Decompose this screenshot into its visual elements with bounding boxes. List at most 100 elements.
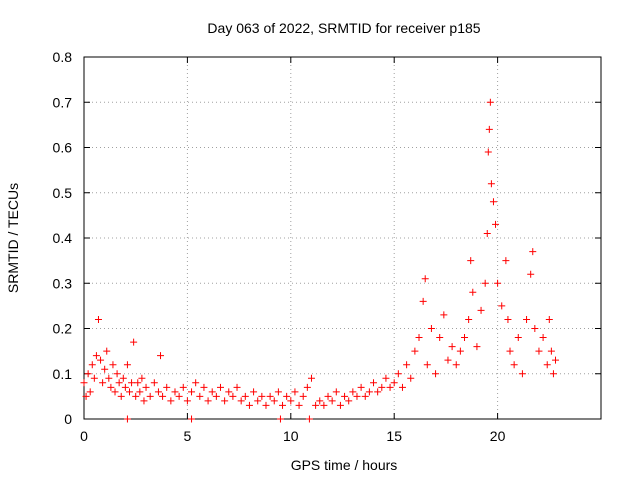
data-point bbox=[237, 397, 245, 405]
data-point bbox=[423, 361, 431, 369]
data-point bbox=[448, 343, 456, 351]
data-point bbox=[295, 401, 303, 409]
data-point bbox=[489, 198, 497, 206]
data-point bbox=[411, 347, 419, 355]
data-point bbox=[349, 388, 357, 396]
data-point bbox=[552, 356, 560, 364]
chart-title: Day 063 of 2022, SRMTID for receiver p18… bbox=[207, 20, 480, 36]
data-point bbox=[258, 392, 266, 400]
data-point bbox=[510, 361, 518, 369]
data-point bbox=[469, 288, 477, 296]
data-point bbox=[303, 383, 311, 391]
data-point bbox=[254, 397, 262, 405]
data-point bbox=[529, 248, 537, 256]
y-tick-label: 0.4 bbox=[53, 230, 73, 246]
axis-ticks: 0 0.1 0.2 0.3 0.4 0.5 0.6 0.7 0.8 0 5 10 15 20 bbox=[53, 49, 601, 444]
data-point bbox=[94, 315, 102, 323]
data-point bbox=[241, 392, 249, 400]
data-point bbox=[332, 388, 340, 396]
data-point bbox=[283, 392, 291, 400]
data-point bbox=[146, 392, 154, 400]
data-point bbox=[504, 315, 512, 323]
data-point bbox=[125, 388, 133, 396]
data-point bbox=[492, 220, 500, 228]
data-point bbox=[208, 388, 216, 396]
x-tick-label: 0 bbox=[80, 428, 88, 444]
data-point bbox=[324, 392, 332, 400]
data-points bbox=[80, 98, 560, 423]
data-point bbox=[467, 257, 475, 265]
data-point bbox=[485, 125, 493, 133]
data-point bbox=[103, 347, 111, 355]
data-point bbox=[378, 383, 386, 391]
data-point bbox=[86, 388, 94, 396]
data-point bbox=[305, 415, 313, 423]
data-point bbox=[407, 374, 415, 382]
data-point bbox=[539, 334, 547, 342]
data-point bbox=[142, 383, 150, 391]
data-point bbox=[192, 379, 200, 387]
data-point bbox=[506, 347, 514, 355]
data-point bbox=[105, 374, 113, 382]
data-point bbox=[97, 356, 105, 364]
data-point bbox=[357, 383, 365, 391]
data-point bbox=[175, 392, 183, 400]
data-point bbox=[465, 315, 473, 323]
data-point bbox=[279, 401, 287, 409]
y-tick-label: 0.2 bbox=[53, 321, 73, 337]
data-point bbox=[403, 361, 411, 369]
data-point bbox=[390, 379, 398, 387]
data-point bbox=[150, 379, 158, 387]
data-point bbox=[107, 383, 115, 391]
data-point bbox=[159, 392, 167, 400]
data-point bbox=[132, 392, 140, 400]
data-point bbox=[461, 334, 469, 342]
data-point bbox=[427, 325, 435, 332]
data-point bbox=[394, 370, 402, 378]
x-tick-label: 20 bbox=[490, 428, 506, 444]
data-point bbox=[444, 356, 452, 364]
data-point bbox=[183, 397, 191, 405]
data-point bbox=[154, 388, 162, 396]
data-point bbox=[452, 361, 460, 369]
x-tick-label: 15 bbox=[386, 428, 402, 444]
data-point bbox=[130, 338, 138, 346]
data-point bbox=[419, 297, 427, 305]
y-tick-label: 0 bbox=[64, 411, 72, 427]
grid-lines bbox=[84, 57, 601, 419]
data-point bbox=[494, 279, 502, 287]
y-tick-label: 0.5 bbox=[53, 185, 73, 201]
data-point bbox=[415, 334, 423, 342]
data-point bbox=[196, 392, 204, 400]
y-tick-label: 0.6 bbox=[53, 140, 73, 156]
data-point bbox=[140, 397, 148, 405]
data-point bbox=[274, 388, 282, 396]
data-point bbox=[128, 379, 136, 387]
data-point bbox=[117, 392, 125, 400]
data-point bbox=[113, 370, 121, 378]
data-point bbox=[204, 397, 212, 405]
data-point bbox=[483, 229, 491, 237]
data-point bbox=[171, 388, 179, 396]
data-point bbox=[123, 415, 131, 423]
data-point bbox=[229, 392, 237, 400]
data-point bbox=[514, 334, 522, 342]
data-point bbox=[121, 383, 129, 391]
data-point bbox=[353, 392, 361, 400]
data-point bbox=[382, 374, 390, 382]
data-point bbox=[374, 388, 382, 396]
data-point bbox=[221, 397, 229, 405]
data-point bbox=[167, 397, 175, 405]
data-point bbox=[299, 392, 307, 400]
data-point bbox=[262, 401, 270, 409]
y-tick-label: 0.1 bbox=[53, 366, 73, 382]
data-point bbox=[336, 401, 344, 409]
data-point bbox=[250, 388, 258, 396]
data-point bbox=[291, 388, 299, 396]
data-point bbox=[316, 397, 324, 405]
data-point bbox=[212, 392, 220, 400]
y-tick-label: 0.7 bbox=[53, 94, 73, 110]
data-point bbox=[134, 379, 142, 387]
